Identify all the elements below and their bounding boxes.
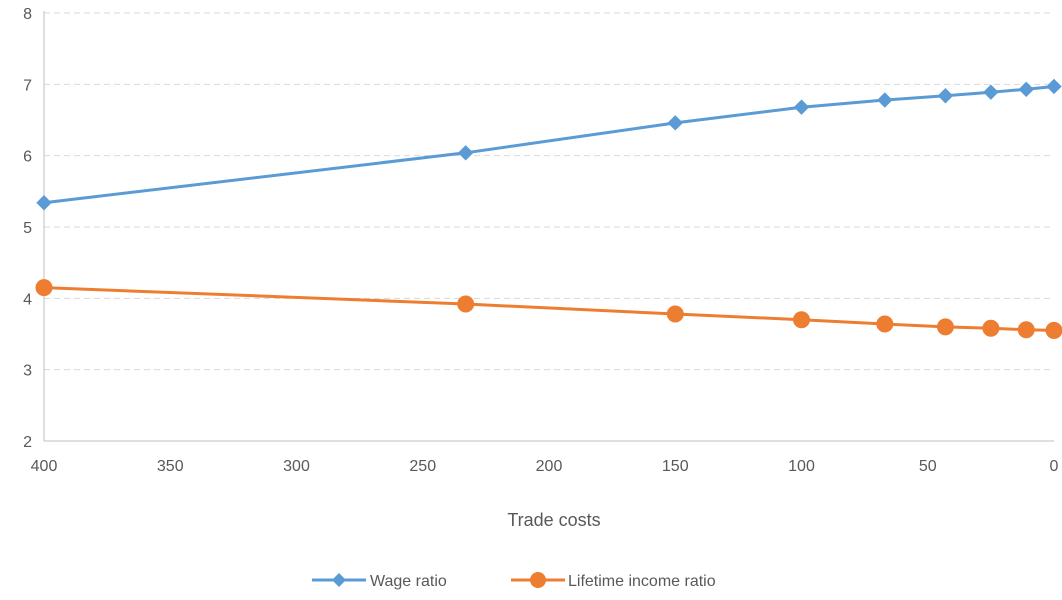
- data-point-diamond: [1046, 78, 1062, 95]
- data-point-diamond: [793, 99, 810, 115]
- y-tick-label: 3: [23, 363, 32, 380]
- x-tick-label: 200: [536, 458, 563, 475]
- gridlines: [44, 12, 1054, 371]
- series-line: [42, 85, 1056, 205]
- series-layer: [35, 78, 1062, 339]
- x-tick-label: 100: [788, 458, 815, 475]
- y-tick-label: 7: [23, 77, 32, 94]
- y-tick-label: 5: [23, 220, 32, 237]
- data-point-circle: [936, 318, 954, 336]
- data-point-circle: [982, 319, 1000, 337]
- data-point-diamond: [877, 92, 893, 108]
- y-tick-label: 8: [23, 6, 32, 23]
- data-point-circle: [793, 311, 810, 329]
- x-axis-title: Trade costs: [507, 510, 600, 530]
- data-point-diamond: [937, 88, 954, 104]
- legend-label: Wage ratio: [370, 573, 447, 590]
- data-point-diamond: [983, 84, 999, 100]
- x-tick-label: 400: [31, 458, 58, 475]
- data-point-diamond: [457, 145, 474, 161]
- series-wage-ratio: [36, 78, 1062, 211]
- y-tick-label: 2: [23, 434, 32, 451]
- legend-marker-diamond: [332, 573, 346, 587]
- data-point-circle: [457, 295, 475, 313]
- x-tick-label: 50: [919, 458, 937, 475]
- data-point-circle: [876, 315, 894, 333]
- legend-item: Wage ratio: [312, 573, 447, 590]
- data-point-diamond: [36, 195, 52, 211]
- x-tick-label: 300: [283, 458, 310, 475]
- data-point-diamond: [667, 115, 683, 131]
- x-tick-label: 250: [409, 458, 436, 475]
- data-point-diamond: [1018, 81, 1034, 98]
- x-tick-label: 0: [1050, 458, 1059, 475]
- legend: Wage ratio Lifetime income ratio: [312, 572, 716, 590]
- x-axis-ticks: 400 350 300 250 200 150 100 50 0: [31, 458, 1059, 475]
- data-point-circle: [1017, 321, 1035, 339]
- data-point-circle: [35, 279, 53, 297]
- legend-marker-circle: [530, 572, 546, 588]
- legend-label: Lifetime income ratio: [568, 573, 716, 590]
- data-point-circle: [1045, 321, 1062, 339]
- series-line: [42, 286, 1056, 332]
- data-point-circle: [666, 305, 684, 323]
- y-tick-label: 6: [23, 149, 32, 166]
- series-lifetime-income-ratio: [35, 279, 1062, 339]
- x-tick-label: 150: [662, 458, 689, 475]
- x-tick-label: 350: [157, 458, 184, 475]
- y-tick-label: 4: [23, 291, 32, 308]
- legend-item: Lifetime income ratio: [511, 572, 716, 590]
- axes: [43, 11, 1054, 442]
- y-axis-ticks: 2 3 4 5 6 7 8: [23, 6, 32, 451]
